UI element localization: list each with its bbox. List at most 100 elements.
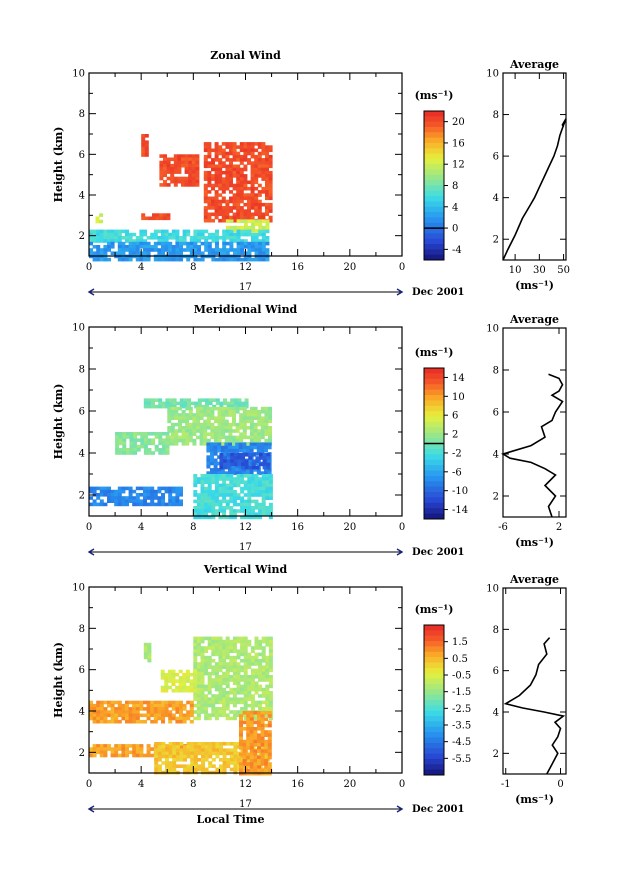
heatmap-cell xyxy=(261,687,266,692)
heatmap-cell xyxy=(236,483,241,488)
heatmap-cell xyxy=(175,493,180,497)
heatmap-cell xyxy=(241,453,245,457)
heatmap-cell xyxy=(132,502,137,507)
heatmap-cell xyxy=(229,751,234,756)
heatmap-cell xyxy=(251,236,255,240)
heatmap-cell xyxy=(114,489,119,494)
heatmap-cell xyxy=(128,499,133,503)
heatmap-cell xyxy=(225,646,230,650)
heatmap-cell xyxy=(240,486,245,491)
heatmap-cell xyxy=(229,190,233,194)
heatmap-cell xyxy=(251,222,256,227)
heatmap-cell xyxy=(200,257,205,262)
heatmap-cell xyxy=(222,691,227,695)
colorbar-tick-label: -4 xyxy=(452,245,462,256)
colorbar-tick-label: 8 xyxy=(452,181,458,192)
heatmap-cell xyxy=(114,747,119,751)
heatmap-cell xyxy=(154,748,159,752)
profile-y-tick-label: 2 xyxy=(493,749,499,760)
heatmap-cell xyxy=(233,761,238,765)
heatmap-cell xyxy=(225,700,230,705)
heatmap-cell xyxy=(261,655,266,660)
heatmap-cell xyxy=(89,229,93,234)
heatmap-cell xyxy=(233,239,237,243)
heatmap-cell xyxy=(232,438,236,443)
heatmap-cell xyxy=(254,193,259,197)
heatmap-cell xyxy=(96,251,101,255)
heatmap-cell xyxy=(225,167,230,172)
profile-frame xyxy=(502,72,567,261)
heatmap-cell xyxy=(206,458,211,463)
heatmap-cell xyxy=(197,401,202,406)
heatmap-cell xyxy=(196,675,201,679)
heatmap-cell xyxy=(150,489,155,494)
day-label: 17 xyxy=(239,799,252,810)
heatmap-cell xyxy=(233,748,238,752)
heatmap-cell xyxy=(143,493,147,497)
heatmap-cell xyxy=(238,448,243,453)
heatmap-cell xyxy=(226,761,231,765)
heatmap-cell xyxy=(135,707,140,711)
heatmap-cell xyxy=(231,471,236,475)
heatmap-cell xyxy=(257,717,261,721)
colorbar-tick-label: -2 xyxy=(452,448,462,459)
heatmap-cell xyxy=(196,502,201,507)
heatmap-cell xyxy=(207,148,212,153)
heatmap-cell xyxy=(225,477,230,481)
heatmap-cell xyxy=(179,716,183,721)
heatmap-cell xyxy=(179,748,184,752)
heatmap-cell xyxy=(224,429,229,433)
y-axis-label: Height (km) xyxy=(52,127,65,203)
heatmap-cell xyxy=(179,239,183,243)
heatmap-cell xyxy=(211,710,216,714)
heatmap-cell xyxy=(246,720,251,725)
heatmap-cell xyxy=(247,257,252,262)
heatmap-cell xyxy=(265,193,269,197)
heatmap-cell xyxy=(206,438,211,443)
heatmap-cell xyxy=(261,649,266,653)
heatmap-cell xyxy=(250,700,255,705)
heatmap-cell xyxy=(128,713,133,718)
heatmap-cell xyxy=(218,218,223,223)
heatmap-cell xyxy=(196,429,200,433)
heatmap-cell xyxy=(249,752,254,757)
heatmap-cell xyxy=(183,748,187,752)
heatmap-cell xyxy=(153,502,158,507)
heatmap-cell xyxy=(247,483,252,488)
heatmap-cell xyxy=(195,163,200,168)
heatmap-cell xyxy=(175,239,180,243)
heatmap-cell xyxy=(221,161,226,165)
heatmap-cell xyxy=(267,720,272,725)
heatmap-cell xyxy=(118,432,123,436)
heatmap-cell xyxy=(268,506,273,510)
colorbar-segment xyxy=(424,164,444,170)
heatmap-cell xyxy=(222,675,227,679)
heatmap-cell xyxy=(193,241,198,246)
heatmap-cell xyxy=(161,251,165,255)
heatmap-cell xyxy=(206,464,211,469)
heatmap-cell xyxy=(225,474,230,478)
heatmap-cell xyxy=(175,710,180,714)
heatmap-cell xyxy=(96,229,101,234)
heatmap-cell xyxy=(207,659,212,663)
heatmap-cell xyxy=(192,438,197,443)
profile-y-tick-label: 4 xyxy=(493,708,499,719)
heatmap-cell xyxy=(147,438,152,442)
heatmap-cell xyxy=(186,713,191,718)
heatmap-cell xyxy=(157,241,162,246)
heatmap-cell xyxy=(239,190,244,194)
heatmap-cell xyxy=(257,768,261,773)
colorbar-segment xyxy=(424,254,444,261)
heatmap-cell xyxy=(143,496,147,500)
heatmap-cell xyxy=(184,176,189,181)
heatmap-cell xyxy=(223,456,227,460)
heatmap-cell xyxy=(240,232,245,237)
heatmap-cell xyxy=(200,496,205,500)
heatmap-cell xyxy=(265,655,270,660)
heatmap-cell xyxy=(150,236,155,240)
heatmap-cell xyxy=(238,442,243,447)
heatmap-cell xyxy=(240,248,245,252)
heatmap-cell xyxy=(218,209,223,213)
heatmap-cell xyxy=(174,410,179,414)
heatmap-cell xyxy=(89,236,93,240)
